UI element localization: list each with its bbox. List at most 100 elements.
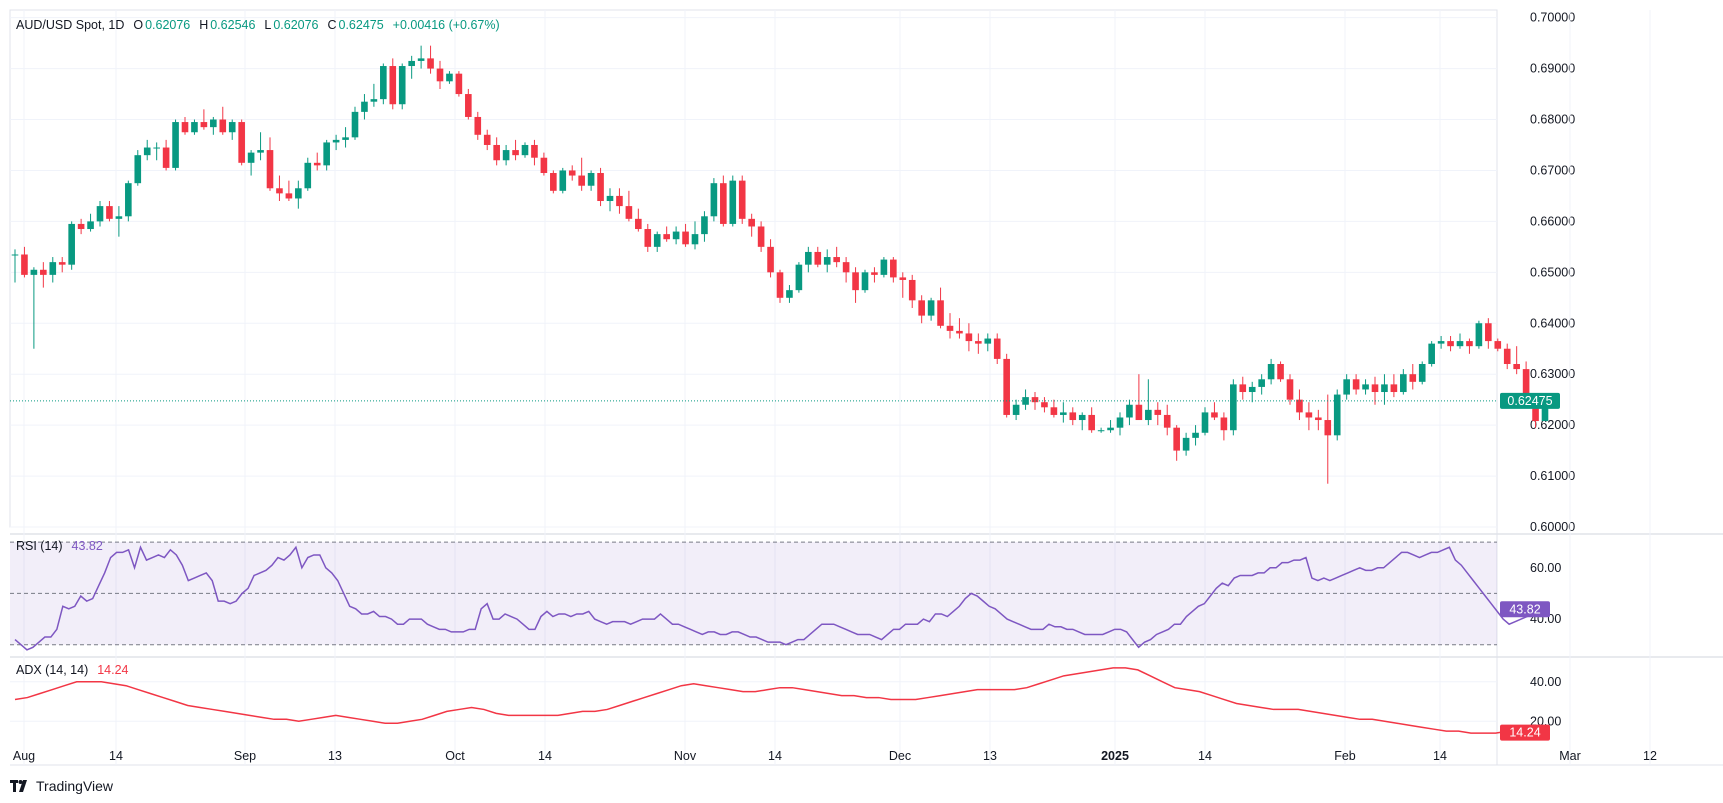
candle-body xyxy=(332,139,340,143)
price-pane-border xyxy=(9,9,1498,528)
price-tick-label: 0.68000 xyxy=(1530,113,1575,127)
candle-body xyxy=(465,94,472,117)
high-label: H xyxy=(199,18,209,32)
candle-body xyxy=(1097,430,1105,432)
time-tick-label: Mar xyxy=(1559,749,1581,763)
price-tick-label: 0.60000 xyxy=(1530,520,1575,534)
candle-body xyxy=(984,338,992,344)
candle-body xyxy=(880,259,888,275)
candle-body xyxy=(1069,412,1077,421)
open-label: O xyxy=(133,18,144,32)
candle-body xyxy=(1286,379,1294,400)
candle-body xyxy=(474,116,482,135)
candle-body xyxy=(219,119,227,133)
candle-body xyxy=(1041,402,1048,408)
candle-body xyxy=(644,229,652,247)
candle-body xyxy=(521,144,529,156)
candle-body xyxy=(1333,394,1341,436)
candle-body xyxy=(738,180,746,219)
candle-body xyxy=(1371,384,1379,393)
candle-body xyxy=(1485,323,1492,342)
time-tick-label: Oct xyxy=(445,749,465,763)
candle-body xyxy=(568,170,576,176)
low-label: L xyxy=(264,18,272,32)
candle-body xyxy=(1154,409,1162,415)
candle-body xyxy=(1418,364,1426,382)
candle-body xyxy=(823,257,831,265)
candle-body xyxy=(1532,404,1539,422)
candle-body xyxy=(1522,369,1530,405)
candle-body xyxy=(1135,404,1143,421)
time-tick-label: 14 xyxy=(1433,749,1447,763)
time-tick-label: 2025 xyxy=(1101,749,1129,763)
candle-body xyxy=(313,162,321,166)
candle-body xyxy=(125,183,132,217)
candle-body xyxy=(1031,397,1039,403)
candle-body xyxy=(1126,404,1133,418)
candle-body xyxy=(786,290,793,298)
candle-body xyxy=(701,216,708,235)
candle-body xyxy=(1428,343,1435,365)
candle-body xyxy=(1447,341,1454,347)
candle-body xyxy=(247,152,255,163)
candle-body xyxy=(1173,427,1180,451)
candle-body xyxy=(653,234,661,247)
candle-body xyxy=(398,66,406,105)
candle-body xyxy=(956,330,963,334)
time-tick-label: Dec xyxy=(889,749,911,763)
candle-body xyxy=(483,134,491,145)
rsi-value: 43.82 xyxy=(71,539,103,553)
price-tick-label: 0.70000 xyxy=(1530,11,1575,25)
candle-body xyxy=(1182,437,1190,451)
candle-body xyxy=(965,333,973,342)
candle-body xyxy=(748,218,755,227)
candle-body xyxy=(1230,384,1237,431)
candle-body xyxy=(1239,384,1247,393)
adx-label: ADX (14, 14) xyxy=(16,663,89,677)
candle-body xyxy=(162,147,170,168)
candle-body xyxy=(417,58,425,61)
candle-body xyxy=(918,300,925,316)
candle-body xyxy=(606,195,614,202)
low-value: 0.62076 xyxy=(273,18,319,32)
candle-body xyxy=(1003,358,1010,415)
candle-body xyxy=(1352,379,1360,390)
candle-body xyxy=(814,251,822,265)
candle-body xyxy=(1248,386,1256,393)
candle-body xyxy=(200,122,208,128)
candle-body xyxy=(30,269,38,275)
candle-body xyxy=(833,257,840,263)
candle-body xyxy=(1078,414,1086,421)
candle-body xyxy=(134,155,142,184)
adx-line xyxy=(14,667,1546,734)
candle-body xyxy=(1475,323,1483,347)
candle-body xyxy=(1381,384,1388,393)
candle-body xyxy=(238,122,245,163)
candle-body xyxy=(380,66,387,100)
candle-body xyxy=(1315,417,1322,421)
candle-body xyxy=(908,279,916,301)
candle-body xyxy=(1541,400,1549,422)
price-tick-label: 0.61000 xyxy=(1530,469,1575,483)
candle-body xyxy=(1324,420,1332,436)
time-tick-label: Sep xyxy=(234,749,256,763)
candle-body xyxy=(710,183,718,217)
candle-body xyxy=(96,206,104,222)
rsi-value-badge xyxy=(1500,601,1550,618)
candle-body xyxy=(257,150,264,153)
close-label: C xyxy=(327,18,337,32)
candle-body xyxy=(87,221,94,230)
candle-body xyxy=(1513,364,1520,370)
candle-body xyxy=(1343,379,1350,395)
candle-body xyxy=(1211,412,1218,418)
adx-header: ADX (14, 14) 14.24 xyxy=(16,663,131,677)
footer[interactable]: TradingView xyxy=(10,778,113,794)
candle-body xyxy=(578,175,585,186)
rsi-tick-label: 60.00 xyxy=(1530,561,1561,575)
candle-body xyxy=(729,180,737,224)
rsi-label: RSI (14) xyxy=(16,539,63,553)
candle-body xyxy=(975,341,982,344)
candle-body xyxy=(1258,379,1265,387)
candle-body xyxy=(266,150,274,189)
